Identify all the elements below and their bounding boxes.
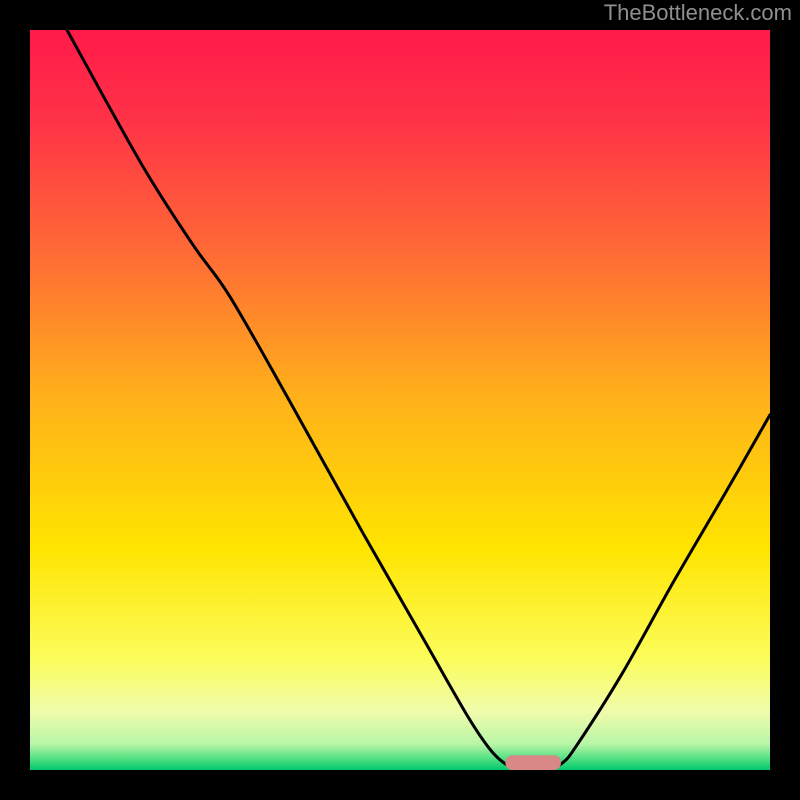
canvas: TheBottleneck.com bbox=[0, 0, 800, 800]
chart-svg bbox=[30, 30, 770, 770]
gradient-background bbox=[30, 30, 770, 770]
watermark-text: TheBottleneck.com bbox=[604, 0, 792, 26]
optimum-marker bbox=[505, 755, 561, 770]
bottleneck-chart bbox=[30, 30, 770, 770]
